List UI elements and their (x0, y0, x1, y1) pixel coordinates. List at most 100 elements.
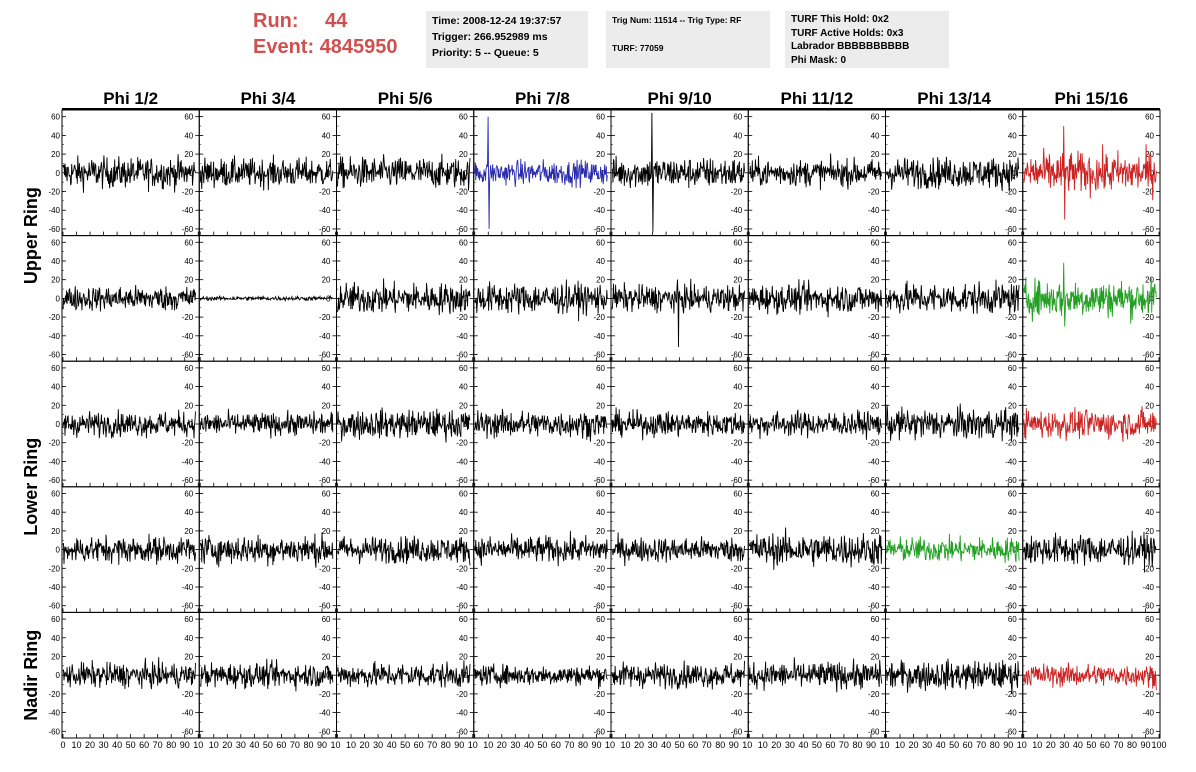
x-tick-label: 70 (153, 740, 163, 750)
y-tick-label: -40 (731, 583, 743, 592)
y-tick-label: 20 (51, 276, 60, 285)
y-tick-label: 40 (322, 257, 331, 266)
y-tick-label: -60 (456, 225, 468, 234)
y-tick-label: -40 (731, 332, 743, 341)
row-label-nadir-ring: Nadir Ring (21, 630, 41, 721)
panel-frame-r4-c2 (198, 486, 337, 613)
x-tick-label: 10 (468, 740, 478, 750)
y-tick-label: -60 (731, 476, 743, 485)
y-tick-label: 60 (51, 615, 60, 624)
x-tick-label: 10 (621, 740, 631, 750)
y-tick-label: 40 (322, 131, 331, 140)
x-tick-label: 20 (222, 740, 232, 750)
y-tick-label: -20 (868, 313, 880, 322)
y-tick-label: -20 (48, 313, 60, 322)
y-tick-label: 40 (459, 508, 468, 517)
y-tick-label: -60 (48, 602, 60, 611)
waveform-r1-c2 (199, 154, 334, 191)
x-tick-label: 60 (1100, 740, 1110, 750)
phi-mask-text: Phi Mask: 0 (791, 54, 847, 66)
y-tick-label: 60 (596, 238, 605, 247)
y-tick-label: 20 (871, 276, 880, 285)
x-tick-label: 80 (578, 740, 588, 750)
waveform-r3-c5 (611, 407, 745, 441)
y-tick-label: 60 (184, 489, 193, 498)
y-tick-label: -60 (182, 476, 194, 485)
y-tick-label: -60 (1005, 476, 1017, 485)
y-tick-label: -20 (593, 690, 605, 699)
y-tick-label: -20 (319, 564, 331, 573)
y-tick-label: 40 (871, 131, 880, 140)
y-tick-label: 0 (326, 294, 331, 303)
y-tick-label: 60 (51, 238, 60, 247)
y-tick-label: 20 (1145, 401, 1154, 410)
y-tick-label: 40 (733, 508, 742, 517)
y-tick-label: -40 (319, 709, 331, 718)
y-tick-label: 20 (733, 401, 742, 410)
y-tick-label: -40 (182, 709, 194, 718)
waveform-r5-c1 (62, 657, 196, 690)
row-label-lower-ring: Lower Ring (21, 438, 41, 536)
time-info-box: Time: 2008-12-24 19:37:57 Trigger: 266.9… (426, 11, 588, 68)
y-tick-label: -40 (593, 332, 605, 341)
y-tick-label: -20 (731, 439, 743, 448)
y-tick-label: 40 (51, 383, 60, 392)
y-tick-label: -20 (1005, 313, 1017, 322)
y-tick-label: 20 (596, 276, 605, 285)
waveform-r3-c6 (748, 408, 883, 440)
trigger-info-box: Trig Num: 11514 -- Trig Type: RF TURF: 7… (606, 11, 770, 68)
waveform-r1-c7 (886, 156, 1020, 192)
column-header-4: Phi 7/8 (515, 89, 570, 108)
y-tick-label: 20 (1145, 150, 1154, 159)
y-tick-label: 40 (459, 634, 468, 643)
y-tick-label: 20 (322, 150, 331, 159)
y-tick-label: -60 (319, 727, 331, 736)
y-tick-label: 40 (1145, 383, 1154, 392)
y-tick-label: -40 (319, 583, 331, 592)
y-tick-label: -20 (319, 690, 331, 699)
y-tick-label: -60 (593, 351, 605, 360)
y-tick-label: -40 (456, 206, 468, 215)
y-tick-label: 20 (51, 401, 60, 410)
waveform-r2-c2 (199, 294, 333, 303)
y-tick-label: -20 (1005, 690, 1017, 699)
y-tick-label: 20 (322, 276, 331, 285)
run-row: Run: 44 (253, 8, 398, 34)
waveform-r2-c1 (62, 284, 196, 312)
y-tick-label: 20 (459, 150, 468, 159)
y-tick-label: 20 (871, 401, 880, 410)
y-tick-label: -60 (182, 351, 194, 360)
priority-text: Priority: 5 -- Queue: 5 (432, 47, 539, 59)
y-tick-label: -40 (319, 332, 331, 341)
x-tick-label: 80 (715, 740, 725, 750)
y-tick-label: -40 (1005, 709, 1017, 718)
y-tick-label: 60 (596, 113, 605, 122)
x-tick-label: 10 (209, 740, 219, 750)
y-tick-label: 40 (733, 634, 742, 643)
x-tick-label: 90 (866, 740, 876, 750)
waveform-r2-c4 (474, 279, 608, 322)
x-tick-label: 60 (551, 740, 561, 750)
y-tick-label: 60 (184, 113, 193, 122)
y-tick-label: 20 (596, 652, 605, 661)
y-tick-label: -60 (182, 727, 194, 736)
y-tick-label: 60 (871, 615, 880, 624)
waveform-r3-c4 (474, 408, 608, 442)
y-tick-label: -40 (456, 332, 468, 341)
y-tick-label: -40 (1142, 332, 1154, 341)
y-tick-label: 40 (322, 634, 331, 643)
y-tick-label: -60 (868, 476, 880, 485)
y-tick-label: 60 (1008, 238, 1017, 247)
y-tick-label: 60 (596, 489, 605, 498)
y-tick-label: -60 (456, 602, 468, 611)
x-tick-label: 80 (852, 740, 862, 750)
y-tick-label: 40 (459, 257, 468, 266)
waveform-r4-c6 (748, 527, 883, 570)
y-tick-label: -40 (182, 332, 194, 341)
y-tick-label: 60 (322, 113, 331, 122)
y-tick-label: -60 (868, 351, 880, 360)
y-tick-label: -40 (48, 332, 60, 341)
y-tick-label: 40 (596, 257, 605, 266)
x-tick-label: 30 (1059, 740, 1069, 750)
y-tick-label: 60 (871, 238, 880, 247)
